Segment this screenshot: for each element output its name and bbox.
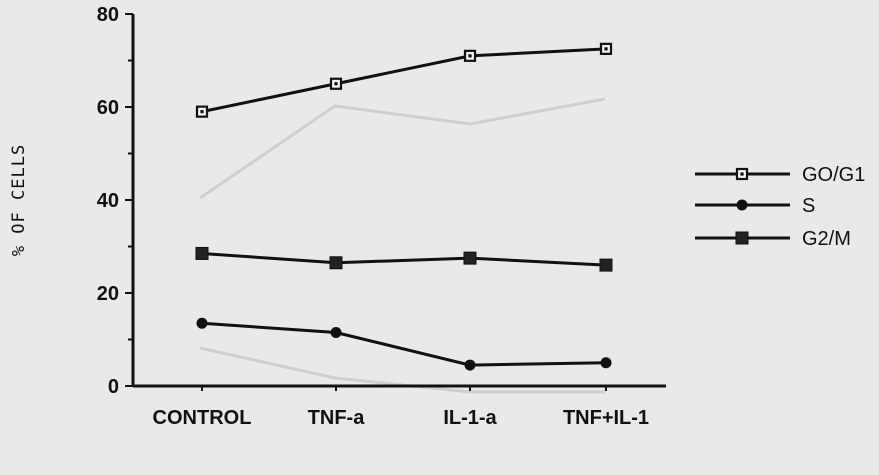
y-axis-label: % OF CELLS (9, 144, 29, 256)
y-tick-label-40: 40 (97, 190, 119, 212)
series-line-go-g1 (201, 47, 607, 114)
series-group (195, 42, 613, 371)
legend-label-g2-m: G2/M (802, 228, 851, 250)
point-s-1 (330, 327, 342, 339)
legend-label-s: S (802, 195, 815, 217)
x-tick-label-control: CONTROL (153, 407, 252, 429)
x-tick-label-tnf-il-1: TNF+IL-1 (563, 407, 649, 429)
legend: GO/G1 S G2/M (695, 164, 865, 250)
point-go-g1-3-dot (604, 47, 608, 51)
point-g2-m-3 (599, 258, 613, 272)
point-go-g1-0-dot (200, 110, 204, 114)
legend-item-g2-m: G2/M (695, 228, 851, 250)
legend-marker-go-g1-dot (740, 172, 744, 176)
legend-item-go-g1: GO/G1 (695, 164, 865, 186)
series-s (196, 317, 612, 371)
point-go-g1-2-dot (468, 54, 472, 58)
series-line-s (201, 321, 607, 367)
y-tick-label-80: 80 (97, 4, 119, 26)
x-tick-labels: CONTROL TNF-a IL-1-a TNF+IL-1 (153, 386, 649, 429)
legend-item-s: S (695, 195, 815, 217)
point-g2-m-1 (329, 256, 343, 270)
x-tick-label-il-1-a: IL-1-a (443, 407, 497, 429)
y-tick-label-0: 0 (108, 376, 119, 398)
point-s-2 (464, 359, 476, 371)
point-s-3 (600, 357, 612, 369)
legend-label-go-g1: GO/G1 (802, 164, 865, 186)
y-tick-label-60: 60 (97, 97, 119, 119)
y-tick-label-20: 20 (97, 283, 119, 305)
point-s-0 (196, 317, 208, 329)
legend-marker-s (736, 199, 748, 211)
point-g2-m-2 (463, 251, 477, 265)
x-tick-label-tnf-a: TNF-a (308, 407, 366, 429)
y-ticks: 0 20 40 60 80 (97, 4, 133, 398)
series-g2-m (195, 246, 613, 272)
point-g2-m-0 (195, 246, 209, 260)
point-go-g1-1-dot (334, 82, 338, 86)
legend-marker-g2-m (735, 231, 749, 245)
series-go-g1 (195, 42, 613, 118)
series-line-g2-m (201, 251, 607, 267)
